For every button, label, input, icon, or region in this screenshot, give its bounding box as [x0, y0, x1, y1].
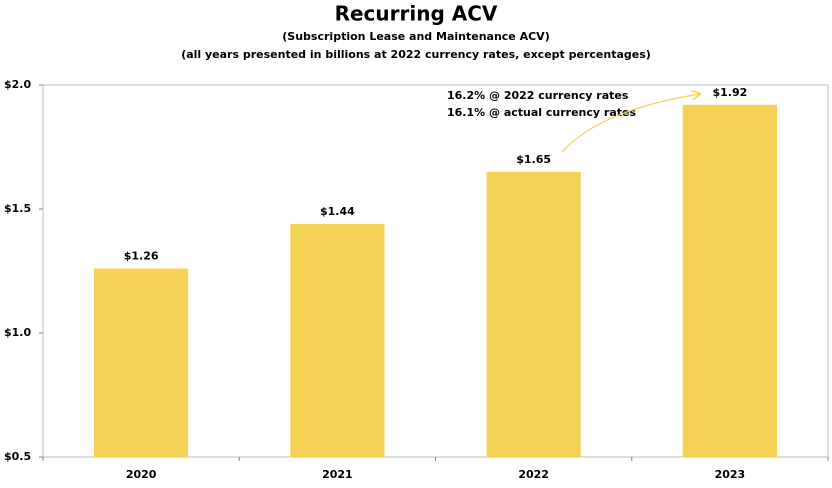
y-tick-label: $1.5 — [4, 202, 31, 215]
subtitle: (all years presented in billions at 2022… — [181, 48, 651, 61]
annotation-arrow — [561, 94, 700, 153]
data-label: $1.65 — [516, 153, 551, 166]
x-tick-label: 2022 — [518, 468, 549, 481]
y-tick-label: $0.5 — [4, 450, 31, 463]
bar — [94, 268, 189, 457]
x-tick-label: 2020 — [126, 468, 157, 481]
annotation: 16.2% @ 2022 currency rates — [447, 89, 629, 102]
bar — [486, 171, 581, 458]
chart-title: Recurring ACV — [335, 2, 498, 26]
y-tick-label: $1.0 — [4, 326, 31, 339]
data-label: $1.92 — [712, 86, 747, 99]
data-label: $1.26 — [124, 250, 159, 263]
x-tick-label: 2023 — [715, 468, 746, 481]
data-label: $1.44 — [320, 205, 355, 218]
x-tick-label: 2021 — [322, 468, 353, 481]
subtitle: (Subscription Lease and Maintenance ACV) — [282, 30, 549, 43]
annotation: 16.1% @ actual currency rates — [447, 106, 636, 119]
y-tick-label: $2.0 — [4, 78, 31, 91]
bar — [290, 223, 385, 457]
bar — [682, 104, 777, 457]
